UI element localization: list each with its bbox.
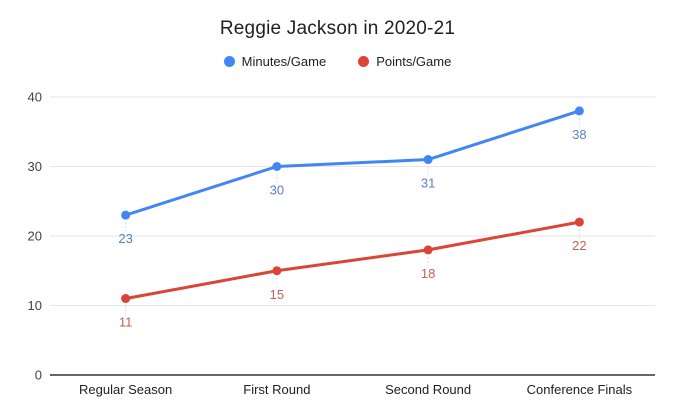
legend-marker-points-icon	[358, 56, 370, 67]
data-point	[423, 245, 433, 255]
legend: Minutes/Game Points/Game	[0, 54, 675, 69]
legend-item-points: Points/Game	[358, 54, 451, 69]
y-tick-label: 30	[28, 159, 42, 174]
data-label: 23	[118, 231, 132, 246]
data-point	[121, 210, 131, 220]
y-tick-label: 0	[35, 368, 42, 383]
data-label: 38	[572, 127, 586, 142]
series-line	[124, 109, 581, 217]
data-label: 18	[421, 266, 435, 281]
chart-title: Reggie Jackson in 2020-21	[219, 18, 456, 39]
legend-label-minutes: Minutes/Game	[241, 54, 327, 69]
x-axis-label: First Round	[243, 382, 310, 397]
data-point	[423, 155, 433, 165]
data-label: 22	[572, 238, 586, 253]
y-tick-label: 20	[28, 229, 42, 244]
data-label: 30	[270, 183, 284, 198]
data-point	[272, 266, 282, 276]
data-point	[272, 162, 282, 171]
data-label: 11	[119, 315, 133, 330]
y-tick-label: 10	[28, 298, 42, 313]
y-tick-label: 40	[28, 90, 42, 105]
series-line	[124, 220, 581, 301]
x-axis-label: Regular Season	[79, 382, 172, 397]
data-point	[574, 106, 584, 116]
data-point	[574, 217, 584, 227]
legend-item-minutes: Minutes/Game	[223, 54, 327, 69]
legend-marker-minutes-icon	[223, 56, 235, 67]
data-label: 15	[270, 287, 284, 302]
data-point	[121, 294, 131, 304]
data-label: 31	[421, 176, 435, 191]
x-axis-label: Second Round	[385, 382, 471, 397]
legend-label-points: Points/Game	[376, 54, 452, 69]
x-axis-label: Conference Finals	[527, 382, 633, 397]
